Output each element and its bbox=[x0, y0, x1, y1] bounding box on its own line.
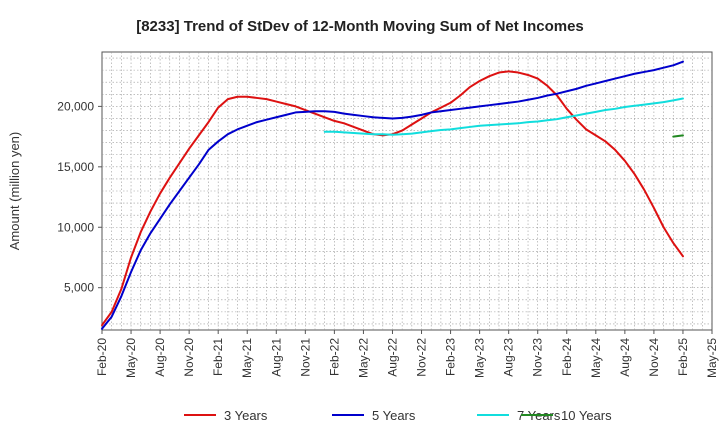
series-lines bbox=[101, 60, 684, 330]
legend-label-5-years: 5 Years bbox=[372, 408, 416, 423]
x-tick-label: May-23 bbox=[473, 338, 487, 378]
x-tick-label: May-25 bbox=[705, 338, 719, 378]
x-tick-label: Aug-20 bbox=[153, 338, 167, 377]
y-tick-label: 10,000 bbox=[57, 220, 94, 234]
x-tick-label: Aug-24 bbox=[618, 338, 632, 377]
x-tick-label: Aug-23 bbox=[502, 338, 516, 377]
x-tick-label: May-20 bbox=[124, 338, 138, 378]
x-tick-label: Feb-24 bbox=[560, 338, 574, 376]
x-tick-label: Aug-21 bbox=[269, 338, 283, 377]
x-tick-label: Feb-21 bbox=[211, 338, 225, 376]
chart-legend: 3 Years 5 Years 7 Years 10 Years bbox=[184, 408, 612, 423]
x-tick-label: Feb-23 bbox=[444, 338, 458, 376]
y-axis-label: Amount (million yen) bbox=[7, 132, 22, 251]
chart-title: [8233] Trend of StDev of 12-Month Moving… bbox=[136, 18, 584, 35]
x-tick-label: May-21 bbox=[240, 338, 254, 378]
x-tick-label: Feb-20 bbox=[95, 338, 109, 376]
y-axis-ticks: 5,000 10,000 15,000 20,000 bbox=[57, 99, 102, 295]
series-line-10-years bbox=[672, 134, 684, 138]
y-tick-label: 5,000 bbox=[64, 281, 94, 295]
legend-label-3-years: 3 Years bbox=[224, 408, 268, 423]
legend-label-10-years: 10 Years bbox=[561, 408, 612, 423]
x-tick-label: Aug-22 bbox=[385, 338, 399, 377]
x-tick-label: May-24 bbox=[589, 338, 603, 378]
y-tick-label: 15,000 bbox=[57, 160, 94, 174]
x-tick-label: Nov-24 bbox=[647, 338, 661, 377]
x-tick-label: Nov-21 bbox=[298, 338, 312, 377]
x-tick-label: May-22 bbox=[356, 338, 370, 378]
x-axis-ticks: Feb-20 May-20 Aug-20 Nov-20 Feb-21 May-21 Aug-… bbox=[95, 330, 719, 378]
series-line-5-years bbox=[101, 60, 684, 330]
x-tick-label: Feb-22 bbox=[327, 338, 341, 376]
x-tick-label: Nov-22 bbox=[415, 338, 429, 377]
x-tick-label: Feb-25 bbox=[676, 338, 690, 376]
y-tick-label: 20,000 bbox=[57, 99, 94, 113]
x-tick-label: Nov-20 bbox=[182, 338, 196, 377]
x-tick-label: Nov-23 bbox=[531, 338, 545, 377]
series-line-7-years bbox=[323, 97, 684, 136]
